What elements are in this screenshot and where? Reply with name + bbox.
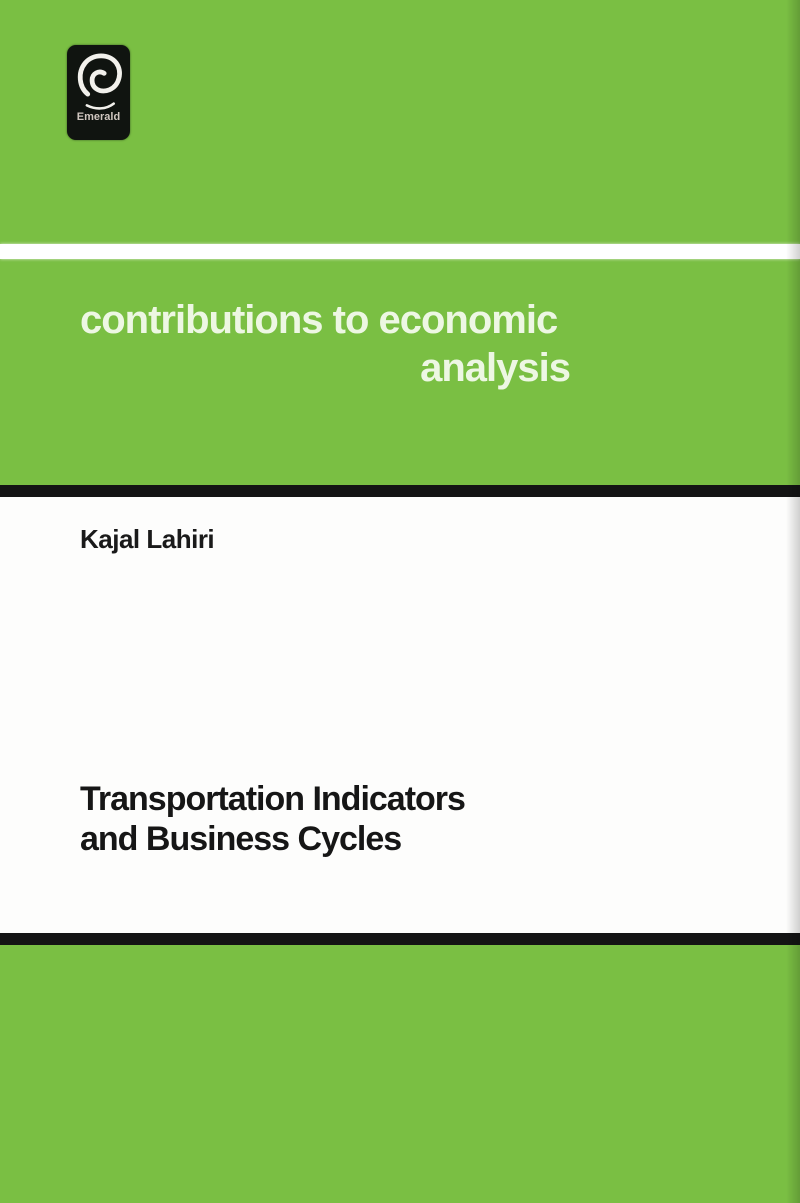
series-title-line1: contributions to economic	[80, 298, 558, 342]
white-divider-band	[0, 244, 800, 259]
publisher-name: Emerald	[76, 111, 121, 123]
book-title-line1: Transportation Indicators	[80, 780, 466, 818]
emerald-publisher-logo: Emerald	[67, 45, 130, 140]
book-title-line2: and Business Cycles	[80, 820, 402, 858]
series-title: contributions to economic analysis	[80, 296, 571, 392]
black-divider-bar-lower	[0, 933, 800, 945]
white-middle-section	[0, 497, 800, 933]
series-title-line2: analysis	[420, 346, 571, 390]
book-title: Transportation Indicators and Business C…	[80, 779, 466, 859]
green-bottom-section	[0, 945, 800, 1203]
author-name: Kajal Lahiri	[80, 524, 215, 554]
emerald-spiral-icon	[77, 53, 122, 110]
black-divider-bar-upper	[0, 485, 800, 497]
